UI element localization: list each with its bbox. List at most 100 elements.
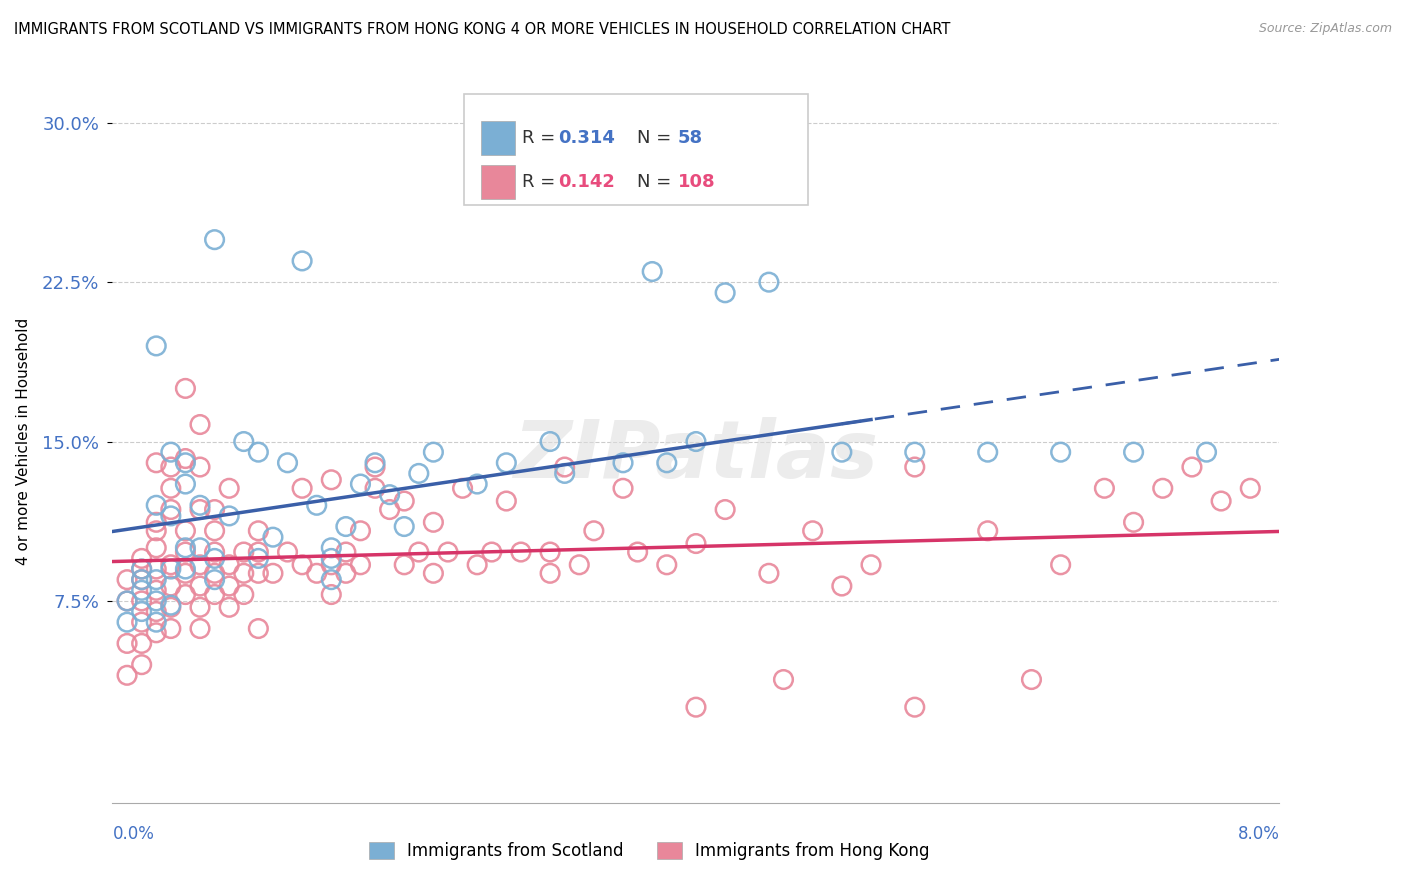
Point (1122, 516, 1144, 530)
Point (408, 467, 430, 481)
Point (378, 488, 401, 502)
Point (349, 524, 371, 538)
Point (247, 524, 270, 538)
Point (859, 558, 883, 572)
Point (131, 583, 153, 598)
Point (276, 545, 298, 559)
Point (291, 254, 314, 268)
Point (335, 566, 357, 581)
Point (145, 583, 167, 598)
Point (495, 456, 517, 470)
Point (247, 545, 270, 559)
Point (554, 460, 576, 475)
Point (145, 524, 167, 538)
Point (1122, 445, 1144, 459)
Point (495, 494, 517, 508)
Point (204, 524, 226, 538)
Point (160, 481, 183, 495)
Point (115, 636, 138, 650)
Point (641, 264, 664, 278)
Point (655, 456, 678, 470)
Point (655, 558, 678, 572)
Point (160, 502, 183, 516)
Point (364, 456, 387, 470)
Point (247, 445, 270, 459)
Point (131, 573, 153, 587)
Point (538, 566, 561, 581)
Point (568, 558, 591, 572)
Point (188, 622, 211, 636)
Point (145, 541, 167, 555)
Point (218, 481, 240, 495)
Point (174, 545, 197, 559)
Point (188, 460, 211, 475)
Point (174, 562, 197, 576)
Point (145, 615, 167, 630)
Point (904, 460, 927, 475)
Point (160, 460, 183, 475)
Point (188, 541, 211, 555)
Text: 0.0%: 0.0% (112, 825, 155, 843)
Point (481, 545, 503, 559)
Point (145, 594, 167, 608)
Point (131, 594, 153, 608)
Point (232, 545, 254, 559)
Point (204, 573, 226, 587)
Point (160, 600, 183, 615)
Point (115, 615, 138, 630)
Point (509, 545, 531, 559)
Point (115, 594, 138, 608)
Point (465, 477, 488, 491)
Point (422, 445, 444, 459)
Point (160, 558, 183, 572)
Point (131, 551, 153, 566)
Point (349, 477, 371, 491)
Point (465, 558, 488, 572)
Point (422, 566, 444, 581)
Point (218, 558, 240, 572)
Point (451, 481, 474, 495)
Text: Source: ZipAtlas.com: Source: ZipAtlas.com (1258, 22, 1392, 36)
Point (174, 541, 197, 555)
Point (276, 456, 298, 470)
Point (976, 524, 998, 538)
Point (115, 594, 138, 608)
Point (145, 605, 167, 619)
Point (291, 481, 314, 495)
Point (831, 445, 853, 459)
Point (394, 519, 416, 533)
Point (321, 588, 343, 602)
Point (1049, 445, 1071, 459)
Point (131, 605, 153, 619)
Text: 0.314: 0.314 (558, 129, 614, 147)
Point (1152, 481, 1174, 495)
Point (188, 600, 211, 615)
Point (160, 508, 183, 523)
Point (554, 467, 576, 481)
Point (321, 473, 343, 487)
Point (160, 622, 183, 636)
Point (904, 445, 927, 459)
Point (321, 573, 343, 587)
Text: IMMIGRANTS FROM SCOTLAND VS IMMIGRANTS FROM HONG KONG 4 OR MORE VEHICLES IN HOUS: IMMIGRANTS FROM SCOTLAND VS IMMIGRANTS F… (14, 22, 950, 37)
Point (174, 381, 197, 395)
Point (1239, 481, 1261, 495)
Point (685, 434, 707, 449)
Point (714, 285, 737, 300)
Point (758, 566, 780, 581)
Point (188, 558, 211, 572)
Point (131, 573, 153, 587)
Text: N =: N = (637, 173, 676, 191)
Point (174, 477, 197, 491)
Point (174, 524, 197, 538)
Point (115, 668, 138, 682)
Text: R =: R = (522, 173, 561, 191)
Point (758, 275, 780, 289)
Point (174, 588, 197, 602)
Point (232, 434, 254, 449)
Point (232, 566, 254, 581)
Point (394, 494, 416, 508)
Point (321, 558, 343, 572)
Text: 58: 58 (678, 129, 703, 147)
Y-axis label: 4 or more Vehicles in Household: 4 or more Vehicles in Household (15, 318, 31, 566)
